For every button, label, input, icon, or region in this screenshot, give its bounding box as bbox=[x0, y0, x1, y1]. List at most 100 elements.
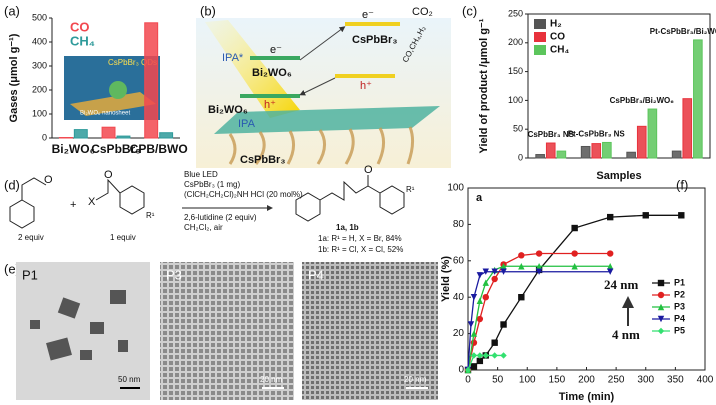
electron: e⁻ bbox=[362, 9, 374, 21]
material-label: CsPbBr₃ bbox=[240, 154, 285, 166]
quantum-dot bbox=[109, 81, 127, 99]
bar bbox=[144, 22, 159, 139]
y-axis-label: Yield of product /μmol g⁻¹ bbox=[478, 18, 490, 153]
y-tick-label: 100 bbox=[447, 183, 464, 194]
legend-label: CH₄ bbox=[70, 33, 95, 48]
series-line bbox=[467, 214, 682, 371]
y-tick-label: 500 bbox=[32, 12, 47, 22]
legend-label: P2 bbox=[674, 289, 685, 299]
point bbox=[470, 363, 478, 370]
annotation: a bbox=[476, 192, 483, 204]
image-label: P3 bbox=[166, 267, 182, 282]
legend-marker bbox=[657, 291, 665, 299]
x-tick-label: Bi₂WO₆ bbox=[52, 142, 95, 156]
atom: O bbox=[364, 164, 373, 176]
ring bbox=[295, 192, 321, 222]
result: 1a: R¹ = H, X = Br, 84% bbox=[318, 234, 402, 243]
category-label: CsPbBr₃/Bi₂WO₆ bbox=[610, 96, 675, 105]
point bbox=[607, 268, 614, 275]
point bbox=[518, 263, 525, 270]
point bbox=[476, 297, 484, 305]
bar bbox=[693, 39, 703, 159]
mechanism-diagram: IPA* IPA e⁻ e⁻ h⁺ h⁺ CO₂ CO,CH₄,H₂ Bi₂WO… bbox=[196, 6, 451, 168]
bar bbox=[626, 151, 636, 159]
scale-label: 50 nm bbox=[118, 375, 141, 384]
image-label: P4 bbox=[308, 267, 324, 282]
annotation: 4 nm bbox=[612, 327, 640, 342]
plot-frame bbox=[527, 13, 711, 159]
atom: R¹ bbox=[406, 185, 415, 194]
category-label: Pt-CsPbBr₃/Bi₂WO₆ bbox=[650, 27, 716, 36]
equiv: 1 equiv bbox=[110, 233, 136, 242]
y-tick-label: 0 bbox=[458, 365, 464, 376]
bar bbox=[636, 125, 647, 159]
equiv: 2 equiv bbox=[18, 233, 44, 242]
y-axis-label: Gases (μmol g⁻¹) bbox=[8, 33, 20, 122]
bar bbox=[159, 132, 174, 139]
y-tick-label: 200 bbox=[32, 84, 47, 94]
transfer-arrow bbox=[299, 77, 336, 96]
point bbox=[482, 352, 489, 359]
tem-image bbox=[16, 262, 150, 400]
legend-swatch bbox=[534, 32, 546, 42]
atom: O bbox=[44, 174, 53, 186]
point bbox=[467, 321, 475, 328]
point bbox=[476, 315, 484, 323]
panel-label: (e) bbox=[4, 261, 20, 276]
point bbox=[476, 357, 484, 365]
co2: CO₂ bbox=[412, 6, 433, 18]
bar bbox=[580, 145, 591, 159]
bar bbox=[682, 98, 693, 159]
point bbox=[607, 263, 614, 270]
x-tick-label: CsPbBr₃ bbox=[91, 142, 141, 156]
point bbox=[482, 294, 489, 301]
transfer-arrow bbox=[299, 26, 346, 61]
condition: CsPbBr₃ (1 mg) bbox=[184, 180, 240, 189]
legend-swatch bbox=[534, 19, 546, 29]
legend-label: CO bbox=[550, 32, 565, 43]
point bbox=[476, 272, 484, 279]
tem-image bbox=[302, 262, 438, 400]
y-axis-label: Yield (%) bbox=[440, 256, 452, 302]
point bbox=[500, 263, 507, 270]
x-tick-label: 50 bbox=[492, 375, 504, 386]
plus: + bbox=[70, 199, 76, 211]
ring bbox=[379, 185, 405, 215]
tem-image bbox=[160, 262, 294, 400]
atom: X bbox=[88, 196, 96, 208]
bond bbox=[367, 185, 381, 194]
panel-label: (b) bbox=[200, 3, 216, 18]
atom: O bbox=[104, 169, 113, 181]
y-tick-label: 100 bbox=[32, 108, 47, 118]
ring bbox=[9, 199, 35, 229]
y-tick-label: 40 bbox=[453, 292, 465, 303]
legend-marker bbox=[657, 315, 665, 323]
point bbox=[470, 294, 478, 301]
hole: h⁺ bbox=[264, 99, 276, 111]
point bbox=[678, 212, 685, 219]
panel-label: (c) bbox=[462, 3, 477, 18]
x-tick-label: 350 bbox=[667, 375, 684, 386]
hole: h⁺ bbox=[360, 80, 372, 92]
bar bbox=[545, 142, 556, 159]
point bbox=[476, 352, 484, 359]
point bbox=[491, 339, 498, 346]
image-label: P1 bbox=[22, 267, 38, 282]
material-label: Bi₂WO₆ bbox=[208, 104, 248, 116]
condition: (ClCH₂CH₂Cl)₂NH HCl (20 mol%) bbox=[184, 190, 303, 199]
ipa: IPA bbox=[238, 118, 256, 130]
band-label: CsPbBr₃ bbox=[352, 34, 397, 46]
y-tick-label: 0 bbox=[518, 152, 523, 162]
point bbox=[482, 268, 489, 275]
bond bbox=[21, 177, 47, 200]
point bbox=[491, 275, 498, 283]
bar bbox=[101, 126, 116, 139]
inset-label: Bi₂WO₆ nanosheet bbox=[80, 111, 130, 117]
y-tick-label: 50 bbox=[513, 124, 523, 134]
panel-label: (f) bbox=[676, 177, 688, 192]
bar bbox=[73, 129, 88, 139]
point bbox=[607, 213, 614, 221]
panel-label: (d) bbox=[4, 177, 20, 192]
point bbox=[482, 279, 489, 286]
x-tick-label: 150 bbox=[549, 375, 566, 386]
